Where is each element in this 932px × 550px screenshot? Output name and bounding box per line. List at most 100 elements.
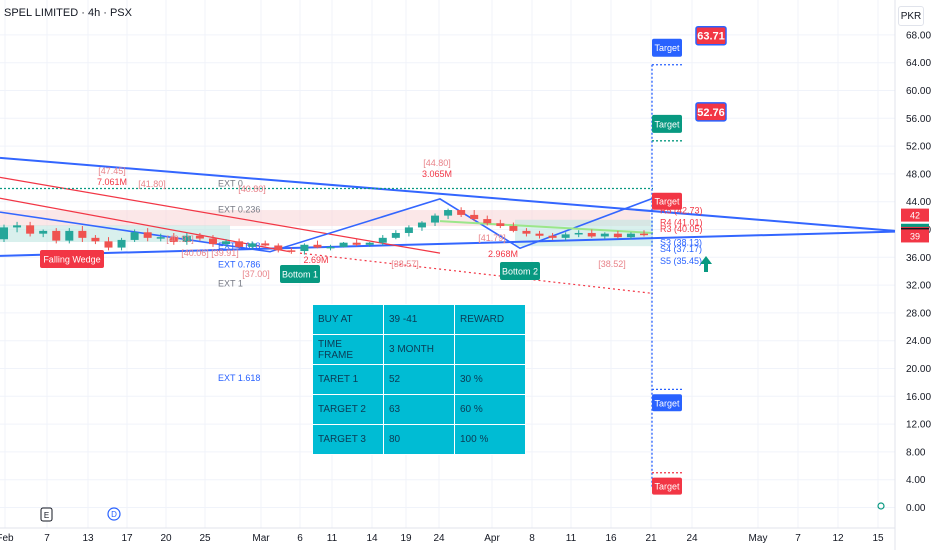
table-cell: 80 [383,424,455,455]
chart-annotation: [40.06] [181,248,209,258]
candle-body [52,230,61,241]
x-tick-label: 14 [366,533,378,544]
symbol-title[interactable]: SPEL LIMITED · 4h · PSX [4,7,132,19]
table-cell: REWARD [454,304,526,335]
chart-annotation: [38.52] [598,259,626,269]
table-cell: TIME FRAME [312,334,384,365]
candle-body [404,227,413,233]
fib-ext-label: EXT 0 [218,179,243,189]
x-tick-label: 7 [44,533,50,544]
candle-body [378,237,387,243]
chart-annotation: [38.57] [391,259,419,269]
candle-body [561,234,570,238]
x-tick-label: 13 [82,533,94,544]
chart-annotation: [47.45] [98,166,126,176]
target-tag-text: Target [654,43,680,53]
candle-body [130,232,139,240]
candle-body [326,246,335,249]
chart-annotation: [44.80] [423,158,451,168]
y-tick-label: 56.00 [906,114,931,125]
candle-body [640,233,648,236]
target-value-text: 52.76 [697,107,725,119]
y-tick-label: 20.00 [906,364,931,375]
up-arrow-icon [700,256,712,272]
y-tick-label: 4.00 [906,475,926,486]
x-tick-label: 19 [400,533,412,544]
price-label-box [901,229,929,243]
candle-body [104,241,113,248]
support-zone-left [0,225,230,243]
x-tick-label: 24 [686,533,698,544]
candle-body [470,214,479,220]
y-tick-label: 64.00 [906,58,931,69]
x-tick-label: Mar [252,533,270,544]
target-value-box [695,25,727,46]
table-cell: 3 MONTH [383,334,455,365]
table-cell: TARGET 2 [312,394,384,425]
x-tick-label: 7 [795,533,801,544]
candle-body [626,233,635,238]
pattern-label [280,265,320,283]
chart-annotation: [41.79] [478,233,506,243]
chart-annotation: [41.80] [138,179,166,189]
table-row: BUY AT 39 -41 REWARD [312,304,526,335]
table-cell: 30 % [454,364,526,395]
upper-trend-line [0,156,896,232]
x-tick-label: 6 [297,533,303,544]
table-row: TIME FRAME 3 MONTH [312,334,526,365]
pattern-label [40,250,104,268]
dividend-event-text: D [111,510,117,519]
candle-body [117,239,126,248]
x-tick-label: 12 [832,533,844,544]
fib-ext-label: EXT 1.618 [218,373,260,383]
y-tick-label: 60.00 [906,86,931,97]
candle-body [365,242,374,245]
table-cell: TARET 1 [312,364,384,395]
table-cell: BUY AT [312,304,384,335]
candle-body [483,219,492,224]
x-tick-label: Apr [484,533,500,544]
candle-body [169,237,178,243]
pattern-label-text: Falling Wedge [43,255,100,265]
candle-body [574,232,583,235]
candle-body [274,245,283,251]
candle-body [587,232,596,237]
candle-body [339,242,348,247]
lower-trend-line [0,230,896,257]
target-tag [652,394,682,412]
x-tick-label: 11 [327,533,338,544]
pivot-label: R3 (40.05) [660,224,703,234]
candle-body [457,210,466,215]
candle-body [208,238,217,245]
pivot-label: S3 (38.13) [660,237,702,247]
currency-label[interactable]: PKR [898,6,924,26]
candle-body [235,241,244,247]
candle-body [195,235,204,239]
fib-ext-label: EXT 0.786 [218,259,260,269]
chart-annotation: 3.065M [422,169,452,179]
chart-annotation: 2.69M [303,255,328,265]
x-tick-label: Feb [0,533,14,544]
target-tag-text: Target [654,197,680,207]
price-label-box [901,208,929,222]
target-value-text: 63.71 [697,31,725,43]
y-tick-label: 68.00 [906,30,931,41]
candle-body [417,222,426,228]
price-label-text: 42 [910,211,920,221]
pivot-label: S4 (37.17) [660,244,702,254]
candle-body [13,225,22,228]
table-cell: TARGET 3 [312,424,384,455]
fib-ext-label: EXT 0.236 [218,204,260,214]
y-tick-label: 52.00 [906,142,931,153]
target-tag-text: Target [654,482,680,492]
candle-body [300,244,309,252]
candle-body [39,230,48,234]
y-tick-label: 48.00 [906,169,931,180]
pivot-label: S5 (35.45) [660,256,702,266]
table-row: TARET 1 52 30 % [312,364,526,395]
candle-body [78,230,87,238]
table-cell: 39 -41 [383,304,455,335]
candle-body [222,241,231,245]
